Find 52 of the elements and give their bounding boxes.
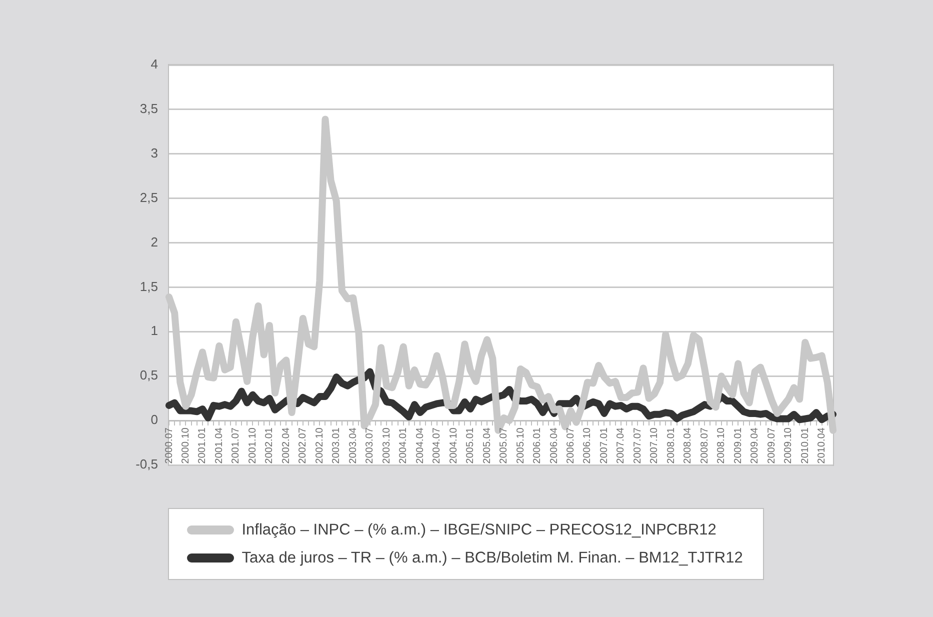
x-tick-label: 2001.01 [197, 427, 208, 464]
x-tick-label: 2010.01 [800, 427, 811, 464]
y-tick-label: 4 [150, 56, 158, 72]
y-tick-label: 2,5 [140, 190, 158, 205]
x-tick-label: 2001.04 [214, 427, 225, 464]
x-tick-label: 2004.10 [448, 427, 460, 464]
x-tick-label: 2007.07 [632, 427, 644, 464]
x-tick-label: 2006.01 [532, 427, 544, 464]
x-tick-label: 2005.07 [498, 427, 510, 464]
x-tick-label: 2004.07 [432, 427, 443, 464]
x-tick-label: 2008.10 [716, 427, 728, 464]
x-tick-label: 2008.04 [682, 427, 694, 464]
x-tick-label: 2009.07 [766, 427, 778, 464]
x-tick-label: 2007.04 [616, 427, 627, 464]
x-tick-label: 2005.01 [465, 427, 476, 464]
x-tick-label: 2000.10 [180, 427, 192, 464]
y-tick-label: 3 [150, 145, 158, 160]
x-tick-label: 2001.10 [247, 427, 258, 464]
x-tick-label: 2009.04 [750, 427, 761, 464]
x-tick-label: 2007.01 [598, 427, 610, 464]
y-tick-label: 3,5 [140, 101, 158, 116]
x-tick-label: 2009.10 [783, 427, 794, 464]
x-tick-label: 2004.01 [398, 427, 410, 464]
y-tick-label: 1 [150, 323, 158, 338]
y-tick-label: 0 [150, 412, 158, 428]
x-tick-label: 2003.10 [381, 427, 392, 464]
x-tick-label: 2005.10 [515, 427, 526, 464]
x-tick-label: 2003.01 [331, 427, 342, 464]
x-tick-label: 2002.01 [264, 427, 276, 464]
x-tick-label: 2002.07 [298, 427, 309, 464]
x-tick-label: 2007.10 [649, 427, 660, 464]
x-tick-label: 2003.07 [364, 427, 376, 464]
x-tick-label: 2005.04 [482, 427, 493, 464]
x-tick-label: 2009.01 [732, 427, 744, 464]
legend-label: Taxa de juros – TR – (% a.m.) – BCB/Boletim M. Finan. – BM12_TJTR12 [242, 549, 743, 566]
y-tick-label: 2 [150, 234, 158, 250]
legend-label: Inflação – INPC – (% a.m.) – IBGE/SNIPC – PRECOS12_INPCBR12 [242, 521, 716, 538]
x-tick-label: 2008.07 [699, 427, 710, 464]
x-tick-label: 2002.10 [314, 427, 326, 464]
x-tick-label: 2002.04 [280, 427, 292, 464]
x-tick-label: 2008.01 [666, 427, 677, 464]
x-tick-label: 2001.07 [230, 427, 242, 464]
x-tick-label: 2006.10 [582, 427, 594, 464]
x-tick-label: 2006.04 [548, 427, 560, 464]
x-tick-label: 2003.04 [348, 427, 359, 464]
x-tick-label: 2004.04 [414, 427, 426, 464]
x-tick-label: 2010.04 [816, 427, 828, 464]
y-tick-label: 1,5 [140, 278, 158, 294]
y-tick-label: -0,5 [136, 456, 158, 472]
x-tick-label: 2006.07 [566, 427, 576, 464]
x-tick-label: 2000.07 [164, 427, 175, 464]
y-tick-label: 0,5 [140, 368, 158, 383]
